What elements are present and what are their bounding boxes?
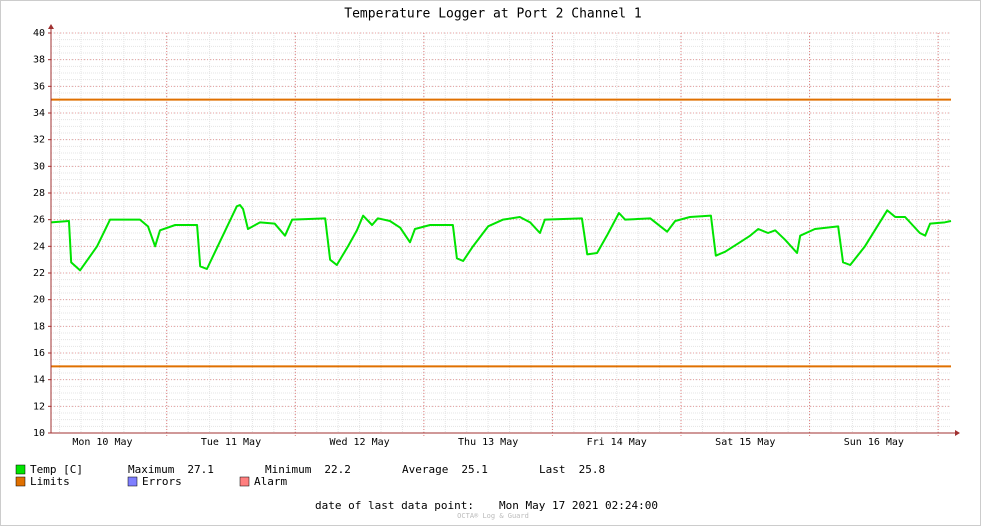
chart-title: Temperature Logger at Port 2 Channel 1 [344,7,641,22]
y-tick-label: 16 [33,348,45,359]
y-tick-label: 34 [33,108,45,119]
watermark: OCTA® Log & Guard [457,512,529,520]
legend: Temp [C] Maximum 27.1 Minimum 22.2 Average 25.… [15,463,606,488]
legend-swatch [15,464,26,475]
stat-label: Last [539,463,566,476]
grid: 10 12 14 16 18 20 22 24 26 28 30 32 34 36 38 40 Mon 10 M… [33,28,951,448]
x-tick-label: Tue 11 May [201,437,261,448]
y-tick-label: 30 [33,161,45,172]
y-tick-label: 12 [33,401,45,412]
x-tick-label: Mon 10 May [72,437,132,448]
y-tick-label: 24 [33,241,45,252]
y-tick-label: 36 [33,81,45,92]
y-tick-label: 20 [33,295,45,306]
series-line [50,204,952,272]
legend-label: Temp [C] [30,463,83,476]
y-tick-label: 28 [33,188,45,199]
y-arrow [48,24,54,29]
legend-swatch [127,476,138,487]
stat-value: 22.2 [324,463,351,476]
legend-swatch [239,476,250,487]
stat-label: Maximum [128,463,175,476]
legend-label: Alarm [254,475,287,488]
y-tick-label: 14 [33,375,45,386]
x-arrow [955,430,960,436]
legend-label: Errors [142,475,182,488]
stat-label: Minimum [265,463,312,476]
y-tick-label: 40 [33,28,45,39]
marks [50,98,952,368]
x-tick-label: Sun 16 May [844,437,904,448]
axes [48,24,960,436]
y-tick-label: 26 [33,215,45,226]
legend-swatch [15,476,26,487]
y-tick-label: 22 [33,268,45,279]
footer-label: date of last data point: [315,499,474,512]
stat-label: Average [402,463,448,476]
legend-label: Limits [30,475,70,488]
x-tick-label: Thu 13 May [458,437,518,448]
x-tick-label: Wed 12 May [329,437,389,448]
stat-value: 25.8 [579,463,606,476]
footer-value: Mon May 17 2021 02:24:00 [499,499,658,512]
stat-value: 27.1 [187,463,214,476]
y-tick-label: 18 [33,321,45,332]
y-tick-label: 32 [33,135,45,146]
x-tick-label: Fri 14 May [587,437,647,448]
y-tick-label: 38 [33,55,45,66]
x-tick-label: Sat 15 May [715,437,775,448]
stat-value: 25.1 [461,463,488,476]
y-tick-label: 10 [33,428,45,439]
